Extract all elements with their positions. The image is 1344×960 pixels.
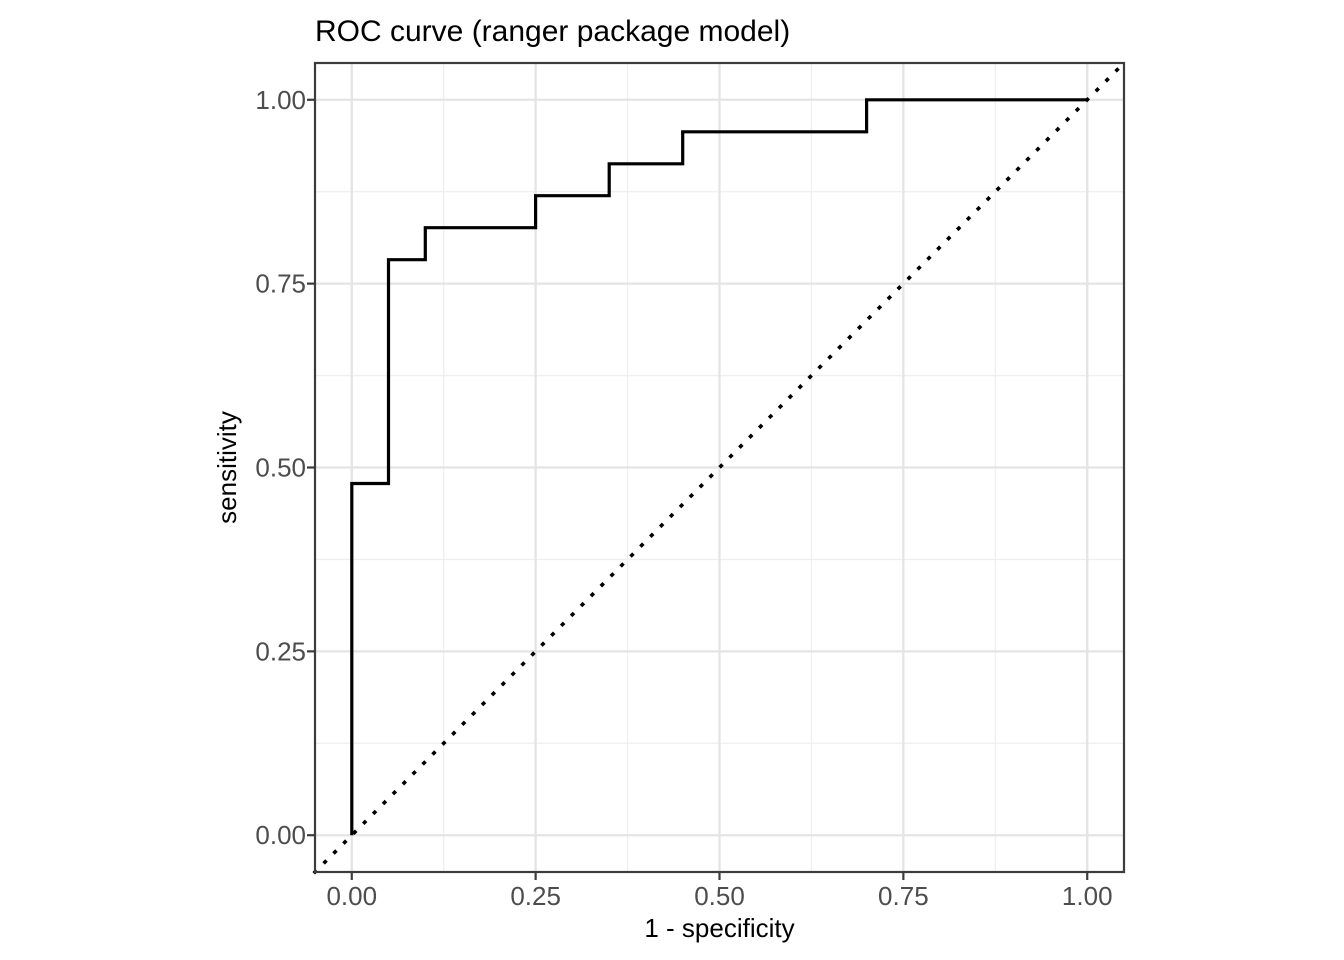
x-tick-label: 0.75 [878,881,929,911]
roc-curve-line [350,98,1088,836]
chart-title: ROC curve (ranger package model) [315,15,790,48]
y-tick-label: 0.50 [255,453,306,483]
y-axis-ticks [307,98,315,837]
x-axis-title: 1 - specificity [644,913,794,943]
y-axis-tick-labels: 0.00 0.25 0.50 0.75 1.00 [255,85,306,850]
y-tick-label: 0.75 [255,269,306,299]
series-layer [312,60,1127,875]
chance-diagonal-line [312,60,1127,875]
x-tick-label: 0.00 [326,881,377,911]
x-axis-ticks [350,872,1089,880]
x-tick-label: 0.50 [694,881,745,911]
y-axis-title: sensitivity [212,411,242,524]
y-tick-label: 1.00 [255,85,306,115]
y-tick-label: 0.25 [255,636,306,666]
x-tick-label: 1.00 [1062,881,1113,911]
y-tick-label: 0.00 [255,820,306,850]
x-tick-label: 0.25 [510,881,561,911]
x-axis-tick-labels: 0.00 0.25 0.50 0.75 1.00 [326,881,1112,911]
